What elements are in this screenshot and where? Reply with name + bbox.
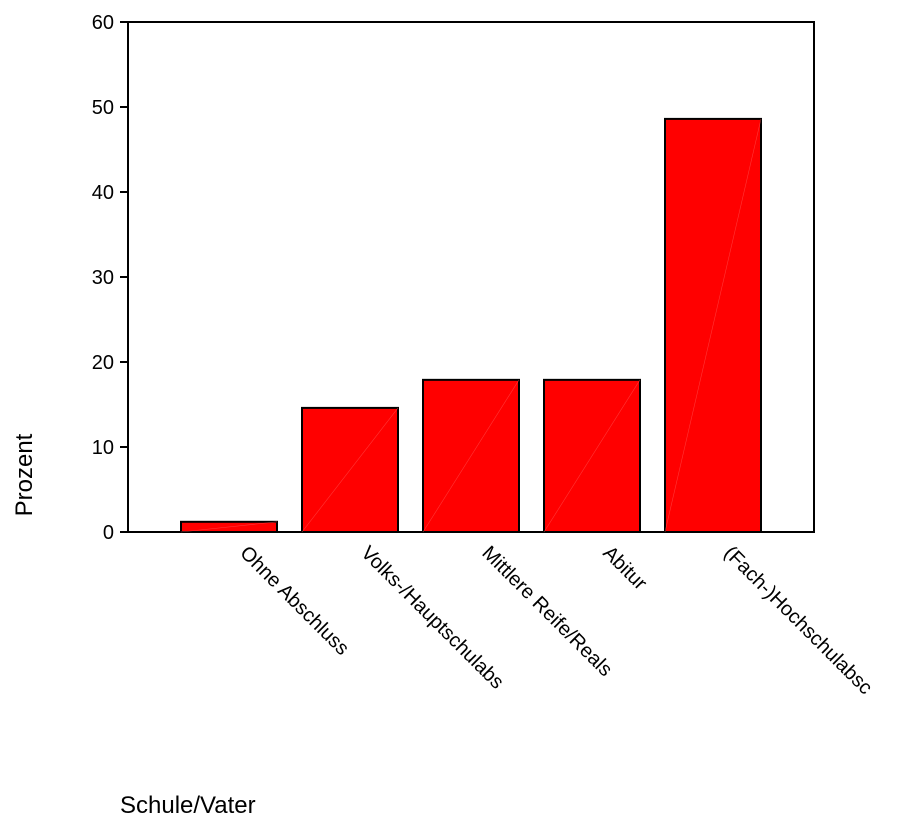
x-category-label: Mittlere Reife/Reals [477,542,616,681]
y-tick-label: 60 [92,12,114,34]
bar-shading-line [301,407,399,533]
y-axis-ticks: 0 10 20 30 40 50 60 [92,12,128,544]
x-axis-category-labels: Ohne Abschluss Volks-/HauptschulabsMittle… [235,542,876,699]
x-category-label: Ohne Abschluss [235,542,353,660]
y-tick-label: 40 [92,182,114,204]
y-tick-label: 0 [103,522,114,544]
bar-shading-line [180,521,278,533]
y-tick-label: 50 [92,97,114,119]
x-category-label: (Fach-)Hochschulabsc [719,542,876,699]
y-axis-title: Prozent [11,433,38,516]
y-tick-label: 20 [92,352,114,374]
bar-shading-line [422,379,520,533]
y-tick-label: 10 [92,437,114,459]
x-axis-title: Schule/Vater [120,792,256,818]
bars-group [180,117,762,534]
bar-shading-line [543,379,641,533]
x-category-label: Abitur [598,542,651,595]
y-tick-label: 30 [92,267,114,289]
bar-shading-line [664,118,762,533]
